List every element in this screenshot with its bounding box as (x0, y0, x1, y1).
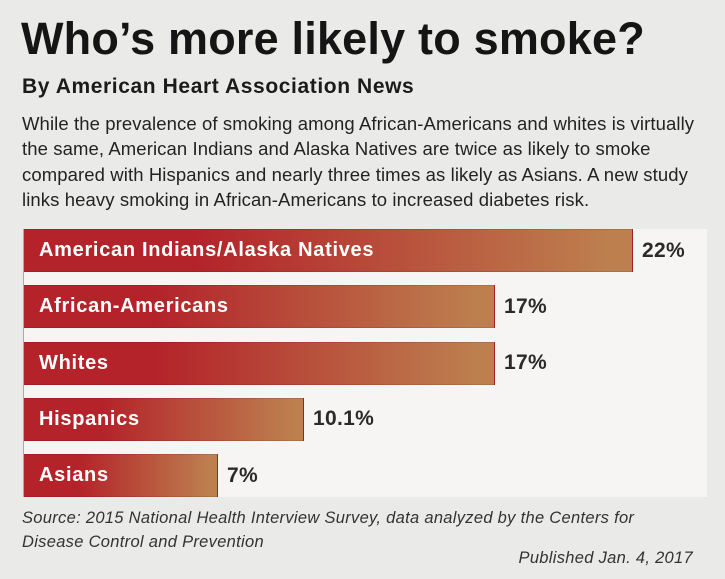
bar-label: Hispanics (39, 407, 140, 430)
value-label: 7% (227, 463, 258, 487)
bar-chart: American Indians/Alaska Natives 22% Afri… (23, 229, 707, 497)
value-label: 10.1% (313, 407, 375, 431)
page-title: Who’s more likely to smoke? (21, 13, 645, 64)
bar-row-asians: Asians 7% (24, 454, 707, 497)
bar-label: Asians (39, 464, 109, 486)
value-label: 22% (642, 238, 685, 262)
bar-label: African-Americans (39, 295, 229, 318)
source-text: Source: 2015 National Health Interview S… (22, 509, 635, 551)
value-label: 17% (504, 351, 547, 374)
published-date: Published Jan. 4, 2017 (518, 549, 693, 567)
bar-whites: Whites (24, 341, 495, 385)
byline: By American Heart Association News (22, 75, 415, 99)
bar-row-african-americans: African-Americans 17% (24, 285, 707, 329)
bar-american-indians: American Indians/Alaska Natives (24, 229, 633, 272)
bar-row-hispanics: Hispanics 10.1% (24, 397, 707, 441)
bar-hispanics: Hispanics (24, 397, 304, 441)
bar-row-american-indians: American Indians/Alaska Natives 22% (24, 229, 707, 272)
bar-label: American Indians/Alaska Natives (39, 239, 375, 261)
bar-african-americans: African-Americans (24, 285, 495, 329)
description: While the prevalence of smoking among Af… (22, 113, 695, 210)
bar-label: Whites (39, 351, 109, 374)
bar-row-whites: Whites 17% (24, 341, 707, 385)
value-label: 17% (504, 294, 547, 318)
bar-asians: Asians (24, 454, 218, 497)
